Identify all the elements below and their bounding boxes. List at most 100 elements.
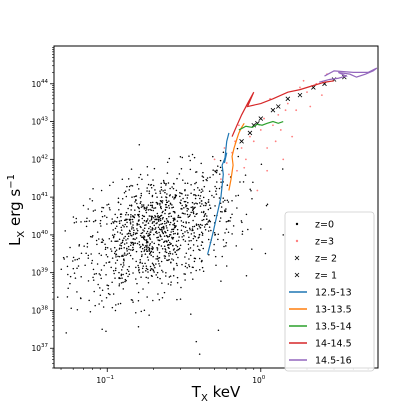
z0-point: [169, 194, 171, 196]
z0-point: [114, 240, 116, 243]
z0-point: [151, 216, 153, 219]
z0-point: [249, 188, 251, 190]
z0-point: [82, 204, 85, 207]
z0-point: [172, 223, 174, 226]
z0-point: [167, 239, 170, 242]
z0-point: [125, 272, 128, 275]
z3-point: [213, 158, 216, 161]
z0-point: [121, 255, 123, 257]
z0-point: [122, 288, 125, 290]
z0-point: [169, 203, 172, 205]
z0-point: [232, 225, 235, 227]
z0-point: [163, 241, 165, 243]
z0-point: [135, 250, 138, 253]
z0-point: [128, 189, 131, 191]
z0-point: [225, 228, 228, 230]
z0-point: [120, 242, 122, 245]
z0-point: [126, 233, 129, 235]
z0-point: [116, 216, 119, 219]
z0-point: [120, 247, 123, 250]
z0-point: [197, 194, 200, 197]
z3-point: [220, 178, 222, 181]
z0-point: [156, 196, 158, 198]
z0-point: [190, 211, 192, 214]
z0-point: [150, 254, 152, 256]
z0-point: [180, 220, 183, 222]
z0-point: [83, 245, 85, 247]
z0-point: [195, 194, 197, 197]
legend-marker: [294, 255, 300, 261]
z0-point: [191, 228, 194, 230]
z0-point: [151, 227, 153, 229]
z0-point: [198, 202, 201, 204]
z0-point: [110, 240, 113, 242]
z0-point: [147, 277, 149, 279]
z0-point: [118, 284, 120, 287]
z0-point: [226, 199, 229, 201]
z0-point: [193, 232, 195, 234]
z0-point: [172, 249, 175, 251]
z0-point: [173, 211, 176, 213]
z0-point: [76, 258, 79, 261]
z0-point: [146, 256, 149, 258]
z0-point: [153, 224, 155, 227]
z0-point: [139, 258, 141, 261]
z3-point: [320, 94, 323, 97]
z0-point: [150, 229, 152, 231]
z0-point: [150, 231, 152, 233]
z0-point: [157, 226, 160, 228]
z0-point: [190, 233, 193, 235]
z0-point: [189, 229, 191, 231]
z0-point: [172, 230, 175, 233]
z0-point: [161, 201, 164, 204]
z0-point: [220, 181, 222, 183]
z0-point: [157, 260, 160, 262]
z0-point: [158, 239, 160, 242]
z0-point: [84, 220, 86, 223]
z0-point: [164, 230, 166, 233]
z0-point: [142, 204, 145, 206]
z0-point: [205, 202, 208, 205]
z0-point: [208, 226, 211, 228]
z0-point: [106, 216, 108, 219]
z0-point: [198, 257, 201, 260]
z0-point: [76, 308, 79, 311]
z0-point: [204, 202, 207, 204]
z0-point: [104, 243, 106, 246]
z0-point: [65, 332, 67, 334]
z0-point: [225, 245, 227, 247]
z0-point: [168, 255, 170, 257]
z0-point: [145, 208, 148, 210]
z0-point: [107, 203, 110, 206]
z0-point: [149, 233, 151, 236]
z0-point: [224, 232, 226, 234]
z3-point: [245, 158, 247, 161]
z0-point: [132, 221, 134, 223]
y-axis-label: LX erg s−1: [6, 174, 27, 246]
z0-point: [146, 268, 149, 271]
z0-point: [167, 244, 169, 247]
z0-point: [151, 194, 154, 197]
z-cross-point: [247, 130, 253, 136]
z0-point: [148, 246, 150, 249]
z0-point: [76, 291, 78, 293]
z0-point: [171, 236, 173, 239]
z0-point: [132, 246, 134, 249]
z0-point: [170, 215, 173, 217]
z0-point: [138, 244, 141, 246]
z0-point: [99, 287, 101, 289]
z0-point: [164, 251, 167, 253]
z0-point: [136, 228, 138, 230]
legend-label: z=0: [315, 220, 334, 231]
z0-point: [157, 215, 159, 217]
z0-point: [184, 189, 186, 192]
z0-point: [103, 215, 106, 217]
z0-point: [163, 181, 165, 183]
z0-point: [155, 192, 157, 195]
z0-point: [207, 199, 210, 201]
z0-point: [145, 224, 147, 226]
legend-label: 13.5-14: [315, 322, 352, 333]
z0-point: [142, 288, 144, 290]
z0-point: [204, 213, 207, 215]
z0-point: [118, 209, 120, 211]
